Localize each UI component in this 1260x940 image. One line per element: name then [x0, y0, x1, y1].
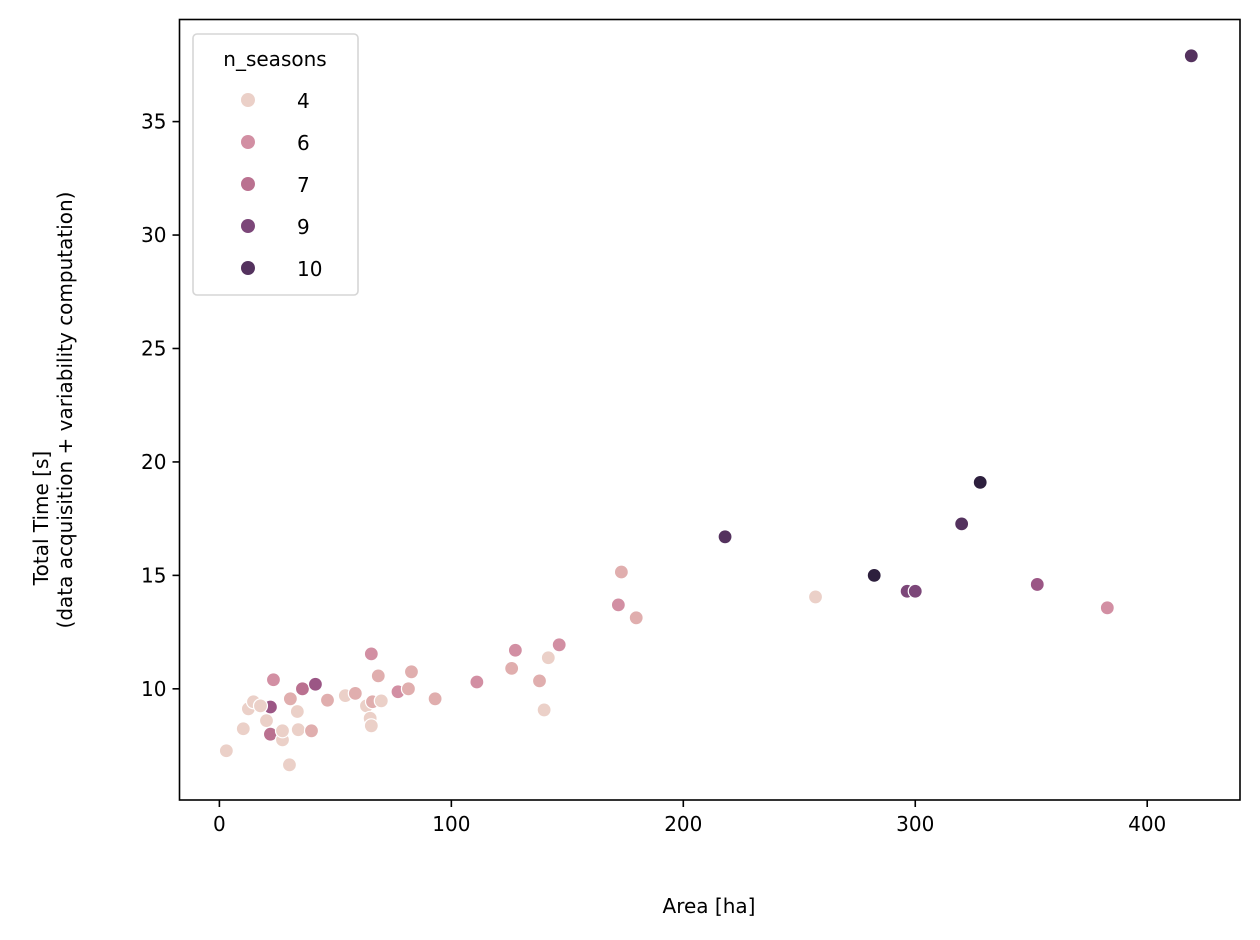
data-point	[370, 668, 386, 684]
data-point	[307, 676, 324, 692]
data-point	[400, 681, 417, 697]
y-axis: 10 15 20 25 30 35	[141, 110, 180, 701]
data-point	[303, 723, 320, 739]
data-point	[347, 685, 363, 701]
y-tick-label: 10	[141, 677, 166, 701]
legend-label: 9	[297, 215, 310, 239]
legend-marker	[241, 261, 255, 275]
y-axis-label-line2: (data acquisition + variability computat…	[53, 192, 77, 629]
data-point	[972, 474, 988, 490]
data-point	[807, 589, 824, 605]
y-tick-label: 20	[141, 450, 166, 474]
legend-label: 7	[297, 173, 310, 197]
y-tick-label: 25	[141, 336, 166, 360]
legend-label: 6	[297, 131, 310, 155]
data-point	[504, 660, 520, 677]
data-point	[363, 718, 379, 734]
data-point	[294, 681, 311, 697]
y-tick-label: 15	[141, 563, 166, 587]
y-axis-label-line1: Total Time [s]	[29, 451, 53, 586]
data-point	[281, 757, 298, 773]
data-point	[289, 703, 305, 720]
data-point	[628, 610, 644, 626]
legend-marker	[241, 177, 255, 191]
data-point	[907, 583, 923, 599]
data-point	[717, 529, 733, 545]
legend-title: n_seasons	[223, 47, 326, 71]
x-tick-label: 0	[213, 812, 226, 836]
y-tick-label: 30	[141, 223, 166, 247]
data-point	[252, 698, 269, 714]
x-tick-label: 200	[664, 812, 702, 836]
legend-marker	[241, 135, 255, 149]
data-point	[613, 564, 629, 580]
data-point	[866, 567, 882, 583]
data-point	[1183, 48, 1199, 64]
data-point	[427, 691, 443, 707]
plot-frame	[178, 18, 1241, 801]
data-point	[218, 743, 234, 759]
data-point	[536, 702, 552, 718]
data-point	[403, 664, 420, 680]
data-point	[319, 692, 336, 708]
data-point	[290, 722, 306, 738]
data-point	[1099, 600, 1115, 616]
data-point	[235, 721, 251, 737]
legend-marker	[241, 219, 255, 233]
legend-marker	[241, 93, 255, 107]
data-point	[1029, 576, 1045, 593]
x-tick-label: 300	[896, 812, 934, 836]
data-point	[282, 691, 298, 707]
data-point	[507, 642, 523, 658]
data-point	[274, 723, 291, 739]
data-point	[265, 672, 282, 688]
data-point	[954, 516, 970, 532]
data-point	[258, 712, 275, 729]
data-point	[363, 646, 379, 662]
data-point	[373, 693, 389, 709]
legend: n_seasons 4 6 7 9 10	[192, 33, 359, 296]
data-point	[540, 650, 556, 666]
x-tick-label: 100	[432, 812, 470, 836]
y-tick-label: 35	[141, 110, 166, 134]
data-point	[610, 597, 626, 613]
data-point	[469, 674, 485, 690]
data-point	[551, 637, 567, 653]
legend-label: 10	[297, 257, 322, 281]
legend-label: 4	[297, 89, 310, 113]
x-axis: 0 100 200 300 400	[213, 800, 1166, 836]
x-tick-label: 400	[1128, 812, 1166, 836]
data-point	[531, 673, 548, 689]
legend-box	[192, 33, 359, 296]
x-axis-label: Area [ha]	[663, 894, 756, 918]
points-layer	[218, 48, 1199, 773]
